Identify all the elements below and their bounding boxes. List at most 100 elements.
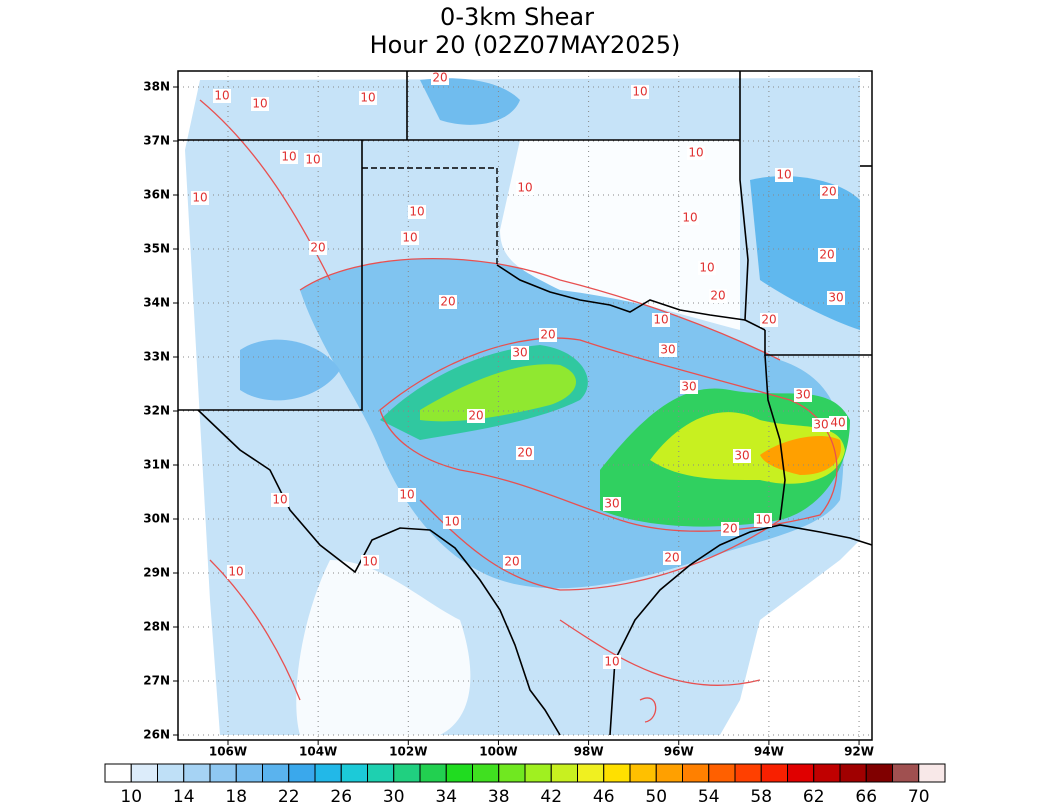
colorbar-box	[235, 763, 263, 783]
contour-label-bg	[511, 346, 529, 360]
colorbar-box	[445, 763, 473, 783]
colorbar-label: 46	[593, 787, 615, 807]
colorbar-label: 66	[855, 787, 877, 807]
grid	[178, 71, 872, 740]
contour-label-bg	[820, 185, 838, 199]
rio-grande	[197, 409, 561, 736]
colorbar-box	[498, 763, 526, 783]
colorbar-box	[419, 763, 447, 783]
contour-label: 10	[604, 655, 619, 669]
subtitle: Hour 20 (02Z07MAY2025)	[370, 31, 681, 59]
lon-label: 102W	[389, 745, 427, 759]
shear-shading	[420, 78, 520, 125]
map-frame	[177, 70, 873, 741]
colorbar-box	[577, 763, 605, 783]
contour-line	[199, 99, 761, 723]
contour-label: 10	[688, 146, 703, 160]
lat-label: 34N	[143, 296, 170, 310]
contour-label: 10	[653, 313, 668, 327]
contour-label: 30	[604, 497, 619, 511]
contour-label: 20	[440, 295, 455, 309]
contour-label-bg	[401, 231, 419, 245]
lon-label: 98W	[574, 745, 604, 759]
contour-label-bg	[760, 313, 778, 327]
contour-label-bg	[687, 146, 705, 160]
contour-label-bg	[443, 515, 461, 529]
contour-label: 20	[504, 555, 519, 569]
lat-label: 32N	[143, 404, 170, 418]
contour-label: 20	[664, 551, 679, 565]
lat-label: 30N	[143, 512, 170, 526]
state-border	[178, 140, 363, 411]
contour-label: 10	[360, 91, 375, 105]
contour-label: 20	[517, 446, 532, 460]
contour-label-bg	[829, 416, 847, 430]
colorbar-box	[130, 763, 158, 783]
colorbar-box	[262, 763, 290, 783]
colorbar-box	[708, 763, 736, 783]
contour-label: 20	[819, 248, 834, 262]
contour-label-bg	[680, 380, 698, 394]
colorbar-box	[472, 763, 500, 783]
contour-label: 10	[682, 211, 697, 225]
colorbar-box	[524, 763, 552, 783]
contour-label: 10	[252, 97, 267, 111]
contour-label: 10	[632, 85, 647, 99]
colorbar-box	[760, 763, 788, 783]
contour-label-bg	[818, 248, 836, 262]
contour-label: 10	[272, 493, 287, 507]
contour-label-bg	[361, 555, 379, 569]
colorbar-label: 62	[803, 787, 825, 807]
contour-line	[379, 337, 838, 532]
contour-label-bg	[603, 497, 621, 511]
colorbar-box	[629, 763, 657, 783]
contour-label: 20	[432, 71, 447, 85]
contour-label-bg	[812, 418, 830, 432]
contour-label-bg	[827, 291, 845, 305]
contour-label: 30	[512, 346, 527, 360]
colorbar-box	[603, 763, 631, 783]
contour-label-bg	[213, 89, 231, 103]
lat-label: 31N	[143, 458, 170, 472]
colorbar-box	[787, 763, 815, 783]
contour-label: 10	[281, 150, 296, 164]
contour-label: 30	[795, 388, 810, 402]
title: 0-3km Shear	[440, 3, 594, 31]
colorbar: 10 14 18 22 26 30 34 38 42 46 50 54 58 62 66 70	[104, 763, 946, 807]
contour-label: 30	[681, 380, 696, 394]
colorbar-label: 14	[173, 787, 195, 807]
contour-label: 10	[228, 565, 243, 579]
shear-shading	[500, 140, 740, 330]
contour-label: 10	[409, 205, 424, 219]
contour-label-bg	[191, 191, 209, 205]
lon-label: 104W	[299, 745, 337, 759]
colorbar-label: 38	[488, 787, 510, 807]
contour-label-bg	[794, 388, 812, 402]
colorbar-label: 70	[908, 787, 930, 807]
lat-label: 33N	[143, 350, 170, 364]
contour-label: 30	[734, 449, 749, 463]
borders	[178, 71, 873, 736]
coastline	[609, 524, 873, 736]
contour-label: 10	[362, 555, 377, 569]
colorbar-box	[839, 763, 867, 783]
contour-label: 10	[402, 231, 417, 245]
state-border	[362, 167, 498, 265]
colorbar-box	[288, 763, 316, 783]
contour-label-bg	[304, 153, 322, 167]
lon-label: 94W	[754, 745, 784, 759]
colorbar-box	[183, 763, 211, 783]
colorbar-box	[104, 763, 132, 783]
colorbar-label: 22	[278, 787, 300, 807]
state-border	[764, 354, 786, 521]
contour-label-bg	[603, 655, 621, 669]
contour-label-bg	[663, 551, 681, 565]
lon-label: 106W	[209, 745, 247, 759]
contour-label-bg	[503, 555, 521, 569]
contour-label: 10	[214, 89, 229, 103]
lon-label: 92W	[844, 745, 874, 759]
map: 10 10 20 10 10 10 10 10 20 10 10 20 10 20 10 10 10 20 10 20…	[177, 70, 873, 741]
contour-label-bg	[733, 449, 751, 463]
contour-label-bg	[271, 493, 289, 507]
